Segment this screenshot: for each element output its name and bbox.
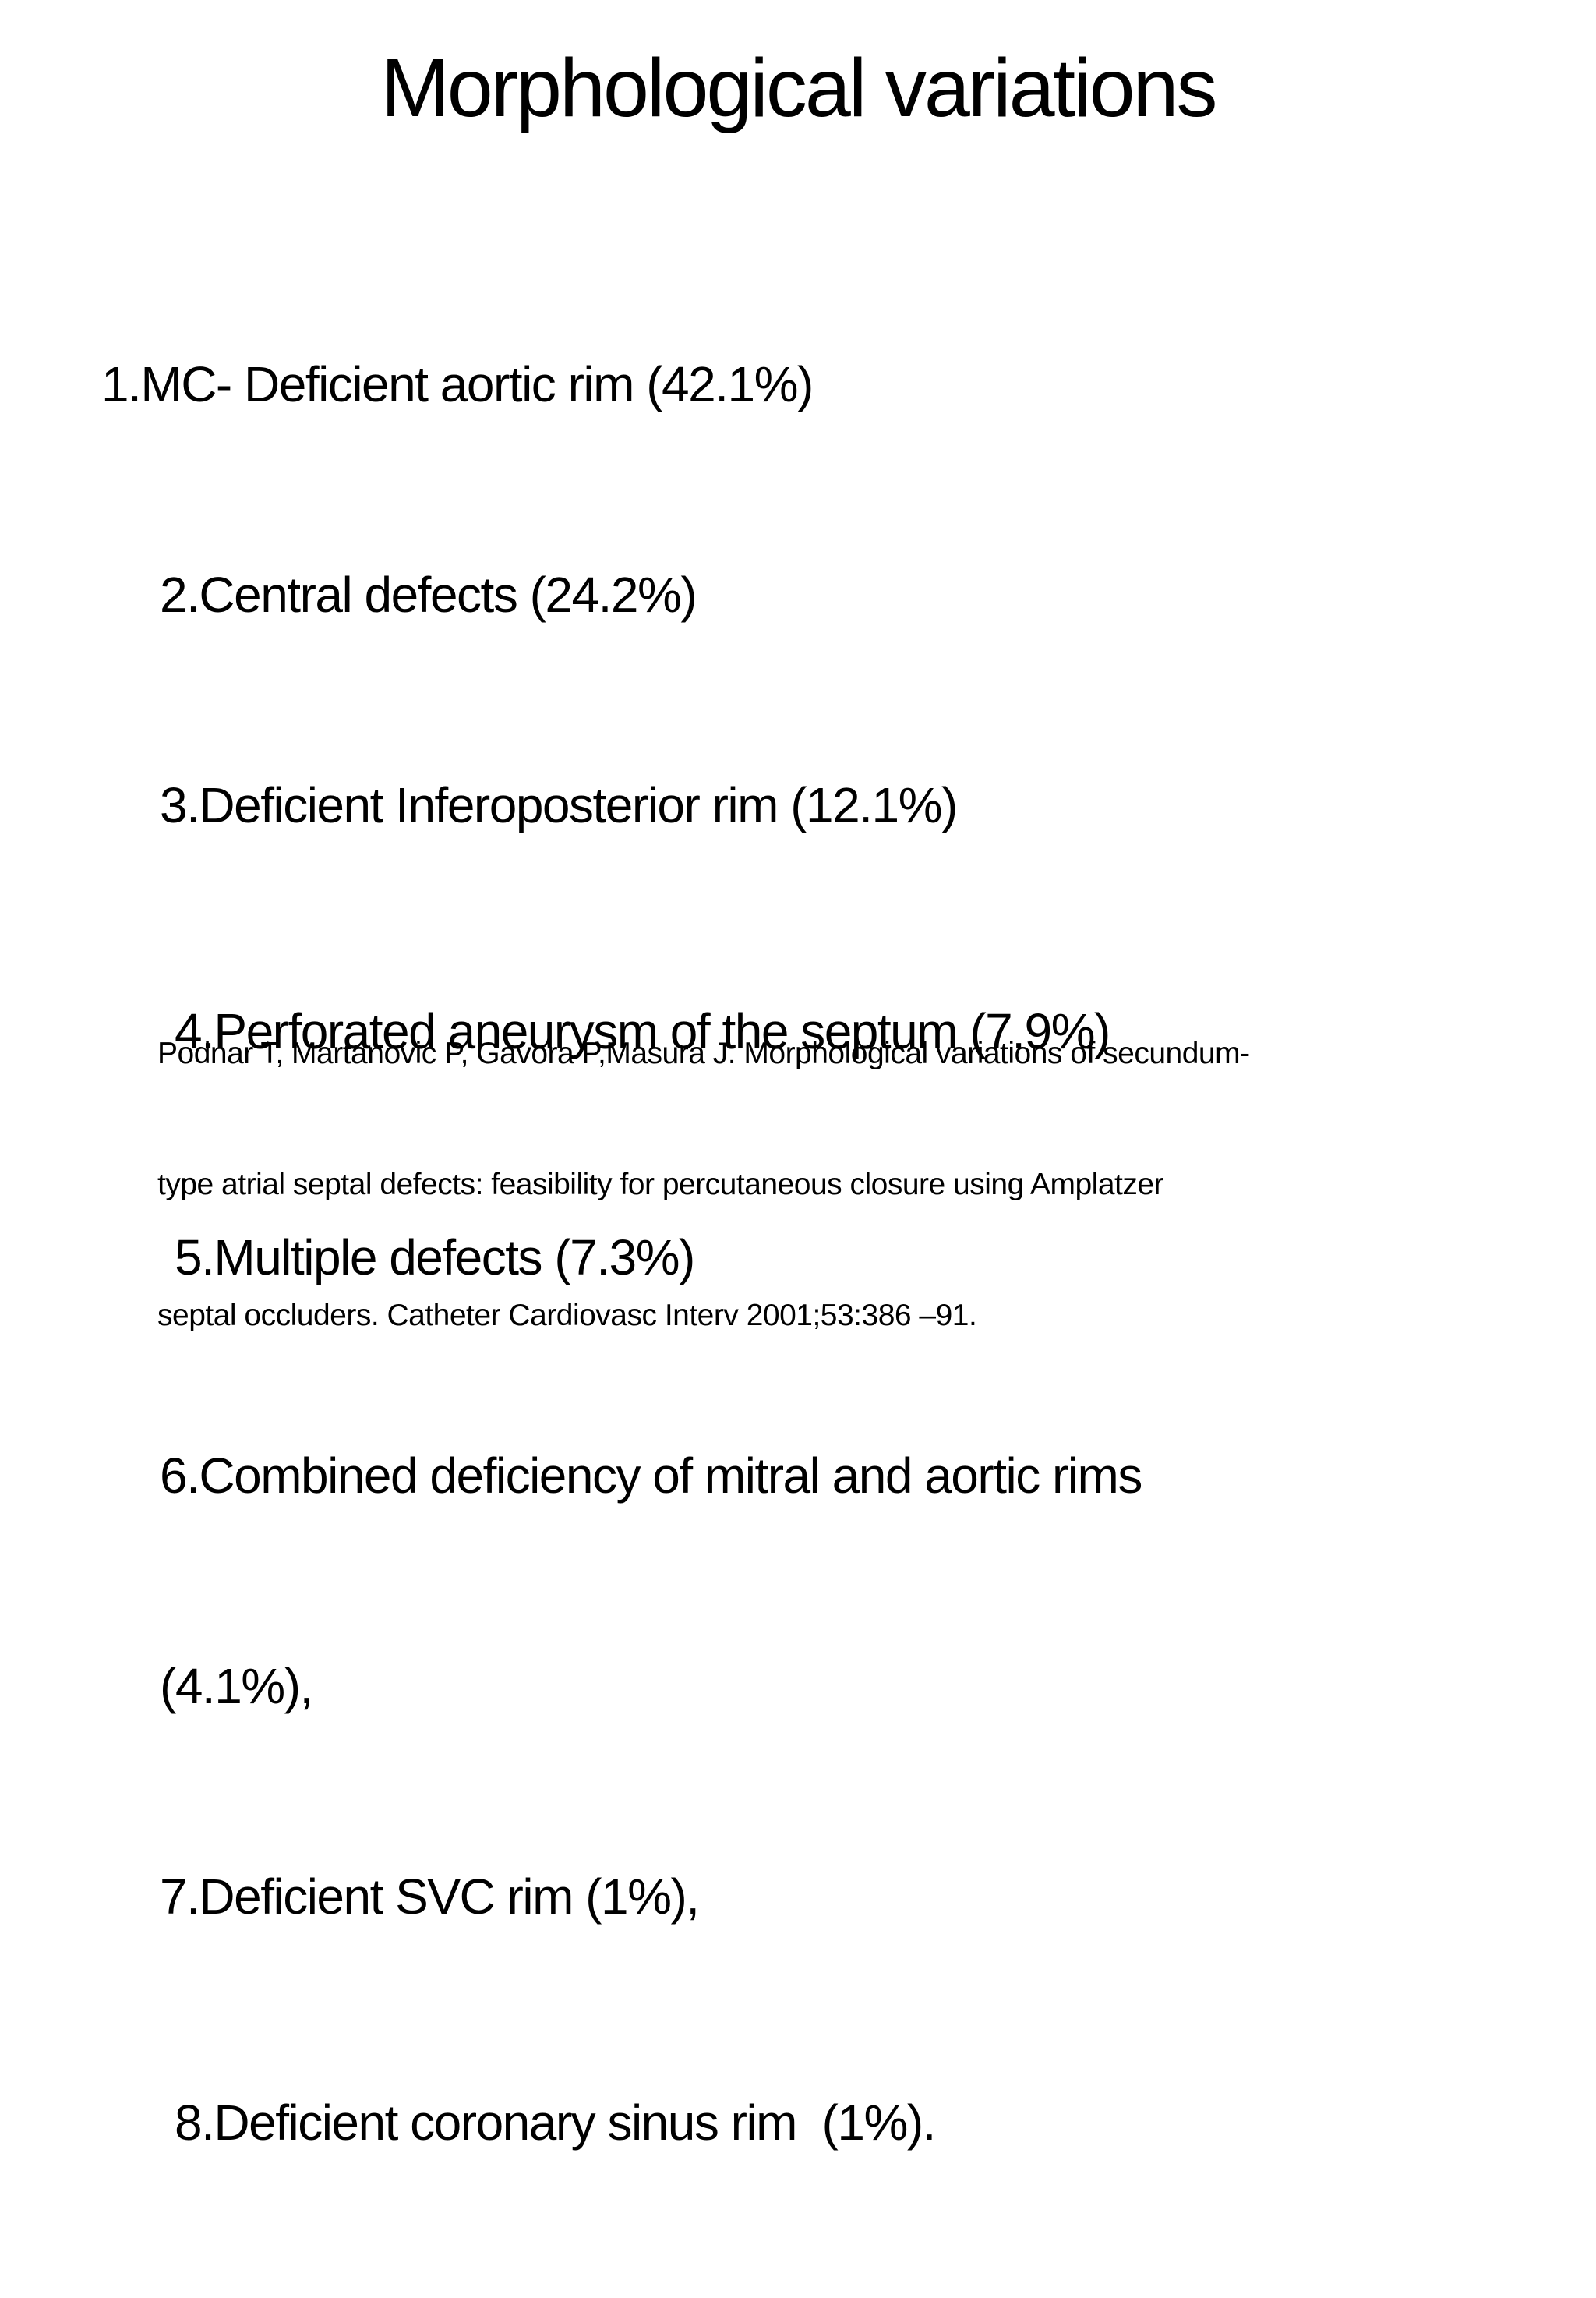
list-item-2: 2.Central defects (24.2%) (160, 567, 697, 623)
list-item-3: 3.Deficient Inferoposterior rim (12.1%) (160, 777, 958, 833)
list-item-6-continued: (4.1%), (160, 1658, 313, 1714)
citation-line-1: Podnar T, Martanovic P, Gavora P,Masura … (157, 1037, 1250, 1070)
list-item-6: 6.Combined deficiency of mitral and aort… (160, 1448, 1142, 1504)
citation-line-3: septal occluders. Catheter Cardiovasc In… (157, 1299, 977, 1332)
presentation-slide: Morphological variations 1.MC- Deficient… (101, 42, 1251, 2151)
citation-line-2: type atrial septal defects: feasibility … (157, 1168, 1164, 1201)
list-item-1: 1.MC- Deficient aortic rim (42.1%) (101, 356, 814, 412)
list-item-4: 4.Perforated aneurysm of the septum (7.9… (175, 1003, 1110, 1059)
citation-block: Podnar T, Martanovic P, Gavora P,Masura … (157, 945, 1250, 1425)
list-item-8: 8.Deficient coronary sinus rim (1%). (175, 2095, 936, 2151)
slide-title: Morphological variations (380, 42, 1217, 134)
list-item-7: 7.Deficient SVC rim (1%), (160, 1868, 700, 1925)
